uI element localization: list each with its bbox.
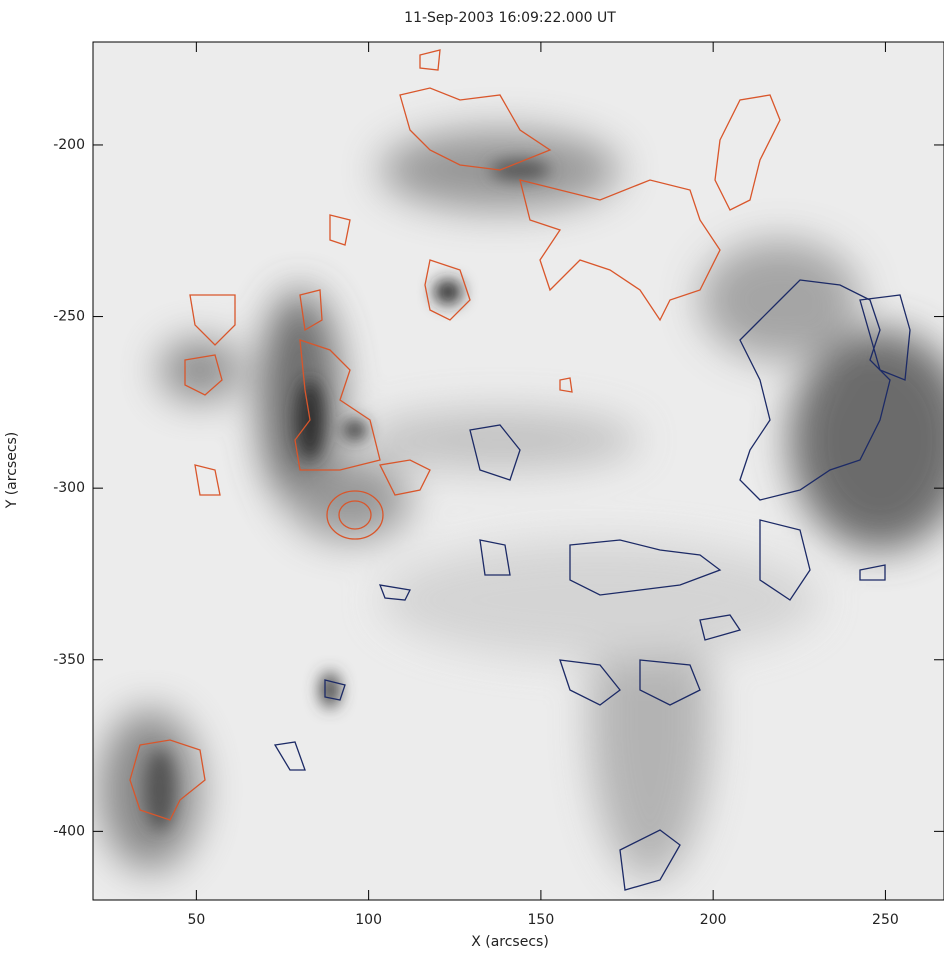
x-tick-label: 200 [700,912,727,928]
negative-contours [273,279,911,891]
x-tick-label: 150 [528,912,555,928]
y-tick-label: -400 [53,823,85,839]
y-tick-label: -200 [53,137,85,153]
positive-contours [129,49,781,821]
y-tick-label: -350 [53,652,85,668]
x-tick-label: 250 [872,912,899,928]
y-tick-label: -300 [53,480,85,496]
x-tick-label: 100 [355,912,382,928]
plot-frame [92,41,944,901]
solar-image [93,42,944,900]
y-tick-label: -250 [53,309,85,325]
chart-title: 11-Sep-2003 16:09:22.000 UT [404,10,616,26]
y-axis-label: Y (arcsecs) [4,432,20,510]
x-tick-label: 50 [187,912,205,928]
x-axis-label: X (arcsecs) [471,934,549,950]
